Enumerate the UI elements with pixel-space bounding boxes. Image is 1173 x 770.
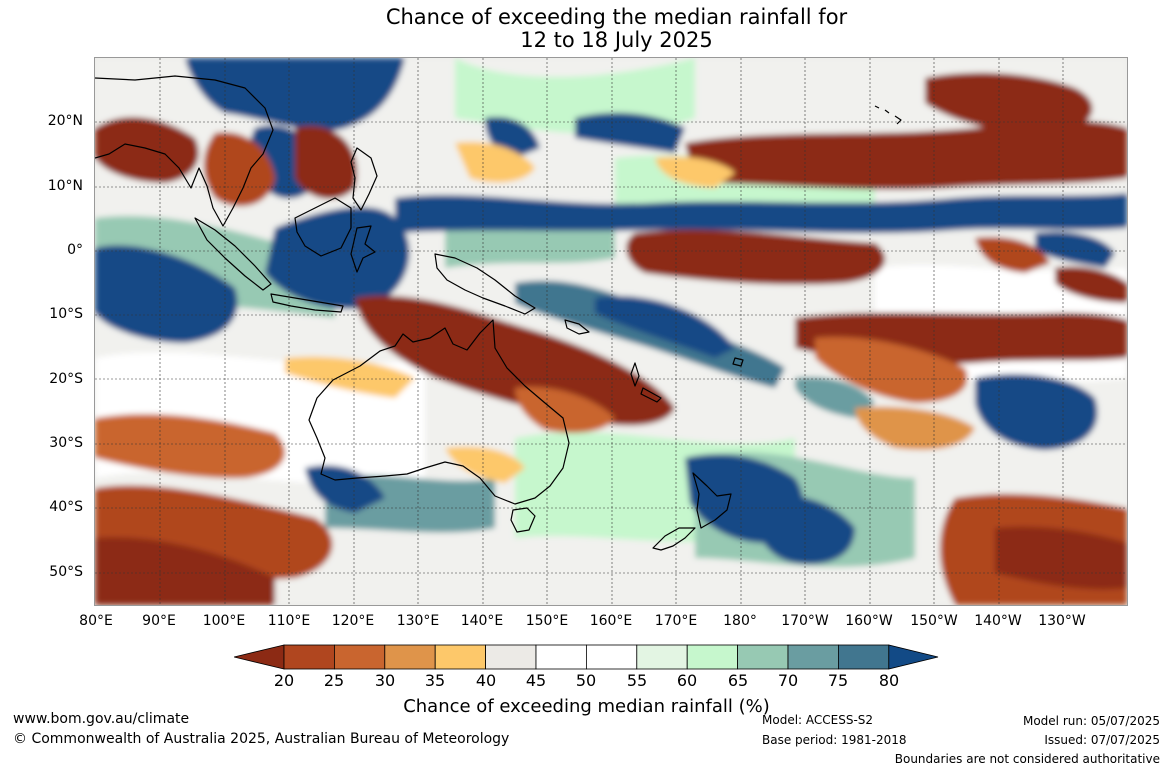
lon-label-90e: 90°E xyxy=(142,613,176,629)
colorbar xyxy=(234,644,939,670)
lon-label-80e: 80°E xyxy=(79,613,113,629)
lon-label-160e: 160°E xyxy=(589,613,633,629)
colorbar-tick-30: 30 xyxy=(374,671,396,690)
colorbar-cell-25-30 xyxy=(334,644,386,670)
lat-label-10s: 10°S xyxy=(49,306,83,322)
lat-label-0: 0° xyxy=(67,242,83,258)
sulawesi-outline xyxy=(350,225,376,273)
lon-label-170w: 170°W xyxy=(781,613,829,629)
lat-label-10n: 10°N xyxy=(47,178,83,194)
lon-label-140e: 140°E xyxy=(460,613,504,629)
rainfall-probability-map xyxy=(94,57,1128,606)
borneo-outline xyxy=(294,197,352,257)
lon-label-120e: 120°E xyxy=(331,613,375,629)
lon-label-170e: 170°E xyxy=(654,613,698,629)
java-outline xyxy=(270,293,344,313)
colorbar-tick-40: 40 xyxy=(475,671,497,690)
colorbar-title: Chance of exceeding median rainfall (%) xyxy=(403,696,770,717)
lon-label-150w: 150°W xyxy=(910,613,958,629)
colorbar-cell-45-50 xyxy=(535,644,587,670)
lat-label-40s: 40°S xyxy=(49,499,83,515)
lon-label-150e: 150°E xyxy=(525,613,569,629)
colorbar-tick-35: 35 xyxy=(424,671,446,690)
graticule xyxy=(95,58,1127,605)
colorbar-tick-75: 75 xyxy=(827,671,849,690)
lon-label-110e: 110°E xyxy=(267,613,311,629)
colorbar-cell-35-40 xyxy=(434,644,486,670)
colorbar-tick-55: 55 xyxy=(626,671,648,690)
new-zealand-north-outline xyxy=(692,472,732,529)
map-canvas xyxy=(95,58,1127,605)
lon-label-140w: 140°W xyxy=(974,613,1022,629)
colorbar-cell-60-65 xyxy=(686,644,739,670)
map-title-line-1: Chance of exceeding the median rainfall … xyxy=(385,5,848,29)
new-guinea-outline xyxy=(434,253,536,315)
tasmania-outline xyxy=(510,507,536,533)
coastlines xyxy=(95,75,902,551)
colorbar-tick-20: 20 xyxy=(273,671,295,690)
colorbar-tick-45: 45 xyxy=(525,671,547,690)
philippines-outline xyxy=(350,147,378,211)
hawaii-outline xyxy=(874,105,902,125)
sumatra-outline xyxy=(194,217,272,291)
colorbar-cell-30-35 xyxy=(384,644,436,670)
boundaries-disclaimer: Boundaries are not considered authoritat… xyxy=(894,752,1160,766)
base-period: Base period: 1981-2018 xyxy=(762,733,907,747)
lat-label-30s: 30°S xyxy=(49,435,83,451)
lon-label-130e: 130°E xyxy=(396,613,440,629)
colorbar-low-arrow xyxy=(234,644,285,670)
colorbar-cell-65-70 xyxy=(737,644,789,670)
lon-label-160w: 160°W xyxy=(845,613,893,629)
lon-label-100e: 100°E xyxy=(202,613,246,629)
model-run-date: Model run: 05/07/2025 xyxy=(1022,714,1160,728)
new-caledonia-outline xyxy=(640,387,662,403)
lon-label-130w: 130°W xyxy=(1038,613,1086,629)
colorbar-tick-65: 65 xyxy=(727,671,749,690)
lat-label-50s: 50°S xyxy=(49,564,83,580)
colorbar-tick-70: 70 xyxy=(777,671,799,690)
colorbar-cell-70-75 xyxy=(787,644,839,670)
colorbar-cell-75-80 xyxy=(838,644,890,670)
colorbar-cell-50-55 xyxy=(585,644,638,670)
colorbar-cell-55-60 xyxy=(636,644,688,670)
colorbar-tick-80: 80 xyxy=(878,671,900,690)
solomon-islands-outline xyxy=(564,319,590,335)
colorbar-tick-60: 60 xyxy=(676,671,698,690)
colorbar-tick-25: 25 xyxy=(323,671,345,690)
bom-website-link[interactable]: www.bom.gov.au/climate xyxy=(13,711,190,727)
model-name: Model: ACCESS-S2 xyxy=(762,713,874,727)
lat-label-20n: 20°N xyxy=(47,113,83,129)
lon-label-180: 180° xyxy=(723,613,757,629)
new-zealand-south-outline xyxy=(652,527,696,551)
probability-field xyxy=(95,58,1127,605)
lat-label-20s: 20°S xyxy=(49,371,83,387)
colorbar-tick-50: 50 xyxy=(575,671,597,690)
australia-outline xyxy=(308,319,570,505)
asia-mainland-outline xyxy=(95,75,274,227)
copyright-text: © Commonwealth of Australia 2025, Austra… xyxy=(13,731,510,747)
vanuatu-outline xyxy=(630,362,640,387)
colorbar-cell-40-45 xyxy=(485,644,537,670)
colorbar-high-arrow xyxy=(888,644,939,670)
colorbar-cell-20-25 xyxy=(283,644,335,670)
fiji-outline xyxy=(732,357,744,367)
map-title-line-2: 12 to 18 July 2025 xyxy=(520,28,713,52)
issued-date: Issued: 07/07/2025 xyxy=(1044,733,1160,747)
